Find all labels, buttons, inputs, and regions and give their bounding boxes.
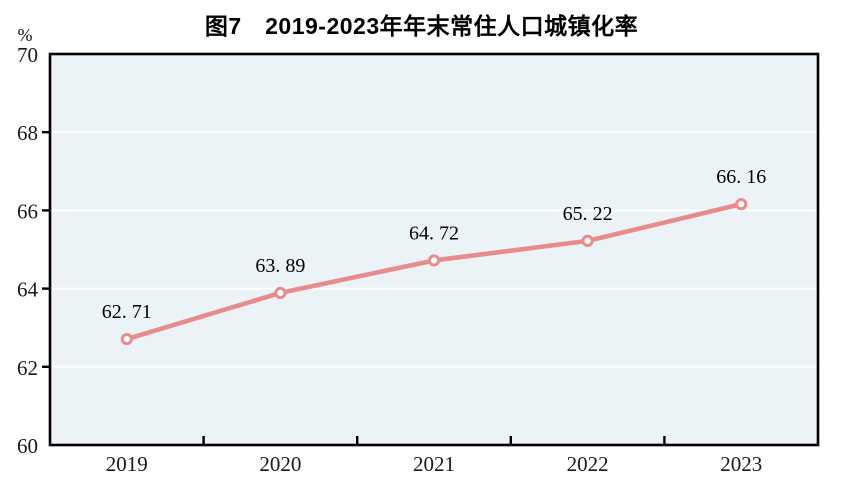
data-label: 66. 16 [716, 166, 766, 188]
x-axis-tick-label: 2019 [106, 452, 148, 476]
data-label: 65. 22 [563, 203, 613, 225]
plot-border [48, 52, 820, 447]
x-axis-tick-label: 2021 [413, 452, 455, 476]
data-point [120, 332, 133, 346]
plot-area [50, 54, 818, 445]
chart-title: 图7 2019-2023年年末常住人口城镇化率 [204, 13, 639, 39]
x-axis-tick-label: 2020 [259, 452, 301, 476]
x-axis-tick-label: 2022 [567, 452, 609, 476]
y-axis-tick-label: 70 [17, 43, 38, 67]
x-axis-tick-label: 2023 [720, 452, 762, 476]
data-point [581, 234, 594, 247]
data-label: 64. 72 [409, 222, 459, 244]
y-axis-tick-label: 60 [17, 434, 38, 458]
y-axis-tick-label: 66 [17, 199, 38, 223]
data-label: 62. 71 [102, 301, 152, 323]
data-point [274, 286, 287, 300]
y-axis-tick-label: 64 [17, 278, 39, 302]
data-label: 63. 89 [255, 255, 305, 277]
data-point [427, 254, 441, 267]
y-axis-tick-label: 68 [17, 121, 38, 145]
data-point [735, 198, 748, 211]
y-axis-tick-label: 62 [17, 356, 38, 380]
y-axis-unit-label: % [17, 25, 33, 45]
